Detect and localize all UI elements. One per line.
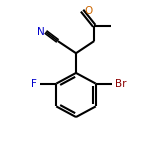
Text: Br: Br [115,79,126,89]
Text: O: O [84,6,92,16]
Text: F: F [31,79,37,89]
Text: N: N [37,27,45,37]
